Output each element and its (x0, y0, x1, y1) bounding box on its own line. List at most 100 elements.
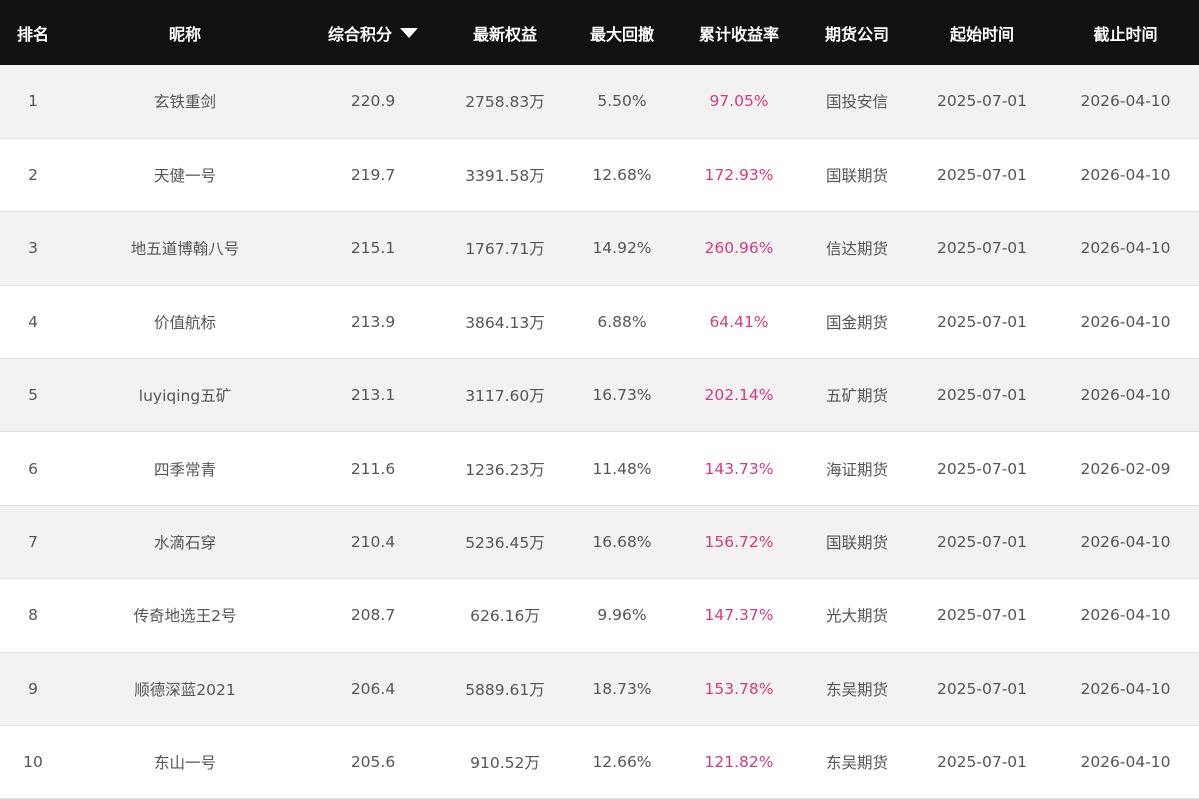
header-start-date[interactable]: 起始时间 (912, 0, 1052, 65)
cell-rank: 8 (28, 606, 38, 625)
table-row[interactable]: 8 传奇地选王2号 208.7 626.16万 9.96% 147.37% 光大期货 2025… (0, 579, 1199, 653)
cell-cumulative-return: 97.05% (709, 92, 769, 111)
table-row[interactable]: 7 水滴石穿 210.4 5236.45万 16.68% 156.72% 国联期货 2025-… (0, 505, 1199, 579)
table-row[interactable]: 5 luyiqing五矿 213.1 3117.60万 16.73% 202.14% 五矿期… (0, 358, 1199, 432)
cell-rank: 5 (28, 386, 38, 405)
header-rank[interactable]: 排名 (0, 0, 66, 65)
cell-latest-equity: 910.52万 (470, 754, 540, 773)
cell-max-drawdown: 16.68% (592, 533, 652, 552)
header-label: 期货公司 (824, 24, 889, 44)
cell-start-date: 2025-07-01 (936, 92, 1028, 111)
cell-start-date: 2025-07-01 (936, 166, 1028, 185)
cell-start-date: 2025-07-01 (936, 753, 1028, 772)
cell-max-drawdown: 12.66% (592, 753, 652, 772)
cell-rank: 10 (23, 753, 43, 772)
cell-end-date: 2026-04-10 (1080, 386, 1171, 405)
header-label: 最新权益 (472, 24, 537, 44)
cell-latest-equity: 3391.58万 (465, 167, 545, 186)
table-row[interactable]: 1 玄铁重剑 220.9 2758.83万 5.50% 97.05% 国投安信 2025-07… (0, 65, 1199, 139)
cell-latest-equity: 3117.60万 (465, 387, 545, 406)
table-row[interactable]: 3 地五道博翰八号 215.1 1767.71万 14.92% 260.96% 信达期货 20… (0, 211, 1199, 286)
header-label: 起始时间 (949, 24, 1014, 44)
cell-start-date: 2025-07-01 (936, 679, 1028, 698)
cell-score: 219.7 (350, 166, 396, 185)
cell-end-date: 2026-04-10 (1080, 679, 1171, 698)
cell-cumulative-return: 260.96% (704, 239, 774, 258)
cell-nickname: 价值航标 (153, 313, 216, 332)
cell-cumulative-return: 153.78% (704, 679, 774, 698)
table-row[interactable]: 4 价值航标 213.9 3864.13万 6.88% 64.41% 国金期货 2025-07… (0, 285, 1199, 359)
cell-latest-equity: 1236.23万 (465, 460, 545, 479)
header-label: 截止时间 (1093, 24, 1158, 44)
cell-rank: 4 (28, 312, 38, 331)
cell-futures-company: 五矿期货 (825, 387, 888, 406)
header-label: 综合积分 (327, 24, 392, 44)
cell-latest-equity: 5236.45万 (465, 534, 545, 553)
table-header-row: 排名 昵称 综合积分 最新权益 最大回撤 累计收益率 期货公司 起始时间 截止时间 (0, 0, 1199, 65)
cell-nickname: 天健一号 (153, 167, 216, 186)
cell-end-date: 2026-04-10 (1080, 312, 1171, 331)
cell-score: 210.4 (350, 533, 396, 552)
cell-rank: 1 (28, 92, 38, 111)
cell-max-drawdown: 11.48% (592, 459, 652, 478)
cell-futures-company: 东吴期货 (825, 680, 888, 699)
cell-end-date: 2026-04-10 (1080, 166, 1171, 185)
table-body: 1 玄铁重剑 220.9 2758.83万 5.50% 97.05% 国投安信 2025-07… (0, 65, 1199, 799)
header-label: 排名 (16, 24, 49, 44)
cell-rank: 7 (28, 533, 38, 552)
cell-score: 208.7 (350, 606, 396, 625)
header-nickname[interactable]: 昵称 (66, 0, 304, 65)
cell-end-date: 2026-04-10 (1080, 753, 1171, 772)
cell-max-drawdown: 5.50% (597, 92, 647, 111)
cell-start-date: 2025-07-01 (936, 312, 1028, 331)
cell-max-drawdown: 16.73% (592, 386, 652, 405)
cell-score: 211.6 (350, 459, 396, 478)
cell-latest-equity: 3864.13万 (465, 313, 545, 332)
cell-latest-equity: 1767.71万 (465, 240, 545, 259)
header-latest-equity[interactable]: 最新权益 (442, 0, 568, 65)
cell-cumulative-return: 156.72% (704, 533, 774, 552)
header-score[interactable]: 综合积分 (304, 0, 442, 65)
cell-nickname: 传奇地选王2号 (133, 607, 237, 626)
cell-futures-company: 国投安信 (825, 93, 888, 112)
cell-futures-company: 海证期货 (825, 460, 888, 479)
cell-max-drawdown: 18.73% (592, 679, 652, 698)
header-max-drawdown[interactable]: 最大回撤 (568, 0, 676, 65)
header-cumulative-return[interactable]: 累计收益率 (676, 0, 802, 65)
header-label: 累计收益率 (698, 24, 779, 44)
cell-score: 205.6 (350, 753, 396, 772)
table-row[interactable]: 10 东山一号 205.6 910.52万 12.66% 121.82% 东吴期货 2025-… (0, 726, 1199, 799)
cell-score: 213.9 (350, 312, 396, 331)
cell-start-date: 2025-07-01 (936, 533, 1028, 552)
cell-start-date: 2025-07-01 (936, 239, 1028, 258)
cell-nickname: 东山一号 (153, 754, 216, 773)
cell-score: 215.1 (350, 239, 396, 258)
cell-max-drawdown: 14.92% (592, 239, 652, 258)
sort-desc-triangle-icon[interactable] (400, 27, 418, 38)
cell-cumulative-return: 64.41% (709, 312, 769, 331)
cell-end-date: 2026-04-10 (1080, 239, 1171, 258)
cell-rank: 6 (28, 459, 38, 478)
cell-end-date: 2026-02-09 (1080, 459, 1171, 478)
cell-max-drawdown: 9.96% (597, 606, 647, 625)
cell-latest-equity: 626.16万 (470, 607, 540, 626)
cell-nickname: 地五道博翰八号 (130, 240, 240, 259)
cell-rank: 2 (28, 166, 38, 185)
cell-score: 213.1 (350, 386, 396, 405)
table-row[interactable]: 2 天健一号 219.7 3391.58万 12.68% 172.93% 国联期货 2025-… (0, 138, 1199, 212)
cell-nickname: 水滴石穿 (153, 534, 216, 553)
header-futures-company[interactable]: 期货公司 (802, 0, 912, 65)
cell-futures-company: 国联期货 (825, 167, 888, 186)
cell-latest-equity: 2758.83万 (465, 93, 545, 112)
cell-cumulative-return: 172.93% (704, 166, 774, 185)
header-label: 昵称 (168, 24, 201, 44)
table-row[interactable]: 6 四季常青 211.6 1236.23万 11.48% 143.73% 海证期货 2025-… (0, 432, 1199, 506)
cell-cumulative-return: 121.82% (704, 753, 774, 772)
cell-score: 206.4 (350, 679, 396, 698)
cell-nickname: 顺德深蓝2021 (134, 680, 236, 699)
header-end-date[interactable]: 截止时间 (1052, 0, 1199, 65)
cell-cumulative-return: 143.73% (704, 459, 774, 478)
table-row[interactable]: 9 顺德深蓝2021 206.4 5889.61万 18.73% 153.78% 东吴期货 2… (0, 652, 1199, 726)
cell-cumulative-return: 147.37% (704, 606, 774, 625)
cell-futures-company: 信达期货 (825, 240, 888, 259)
